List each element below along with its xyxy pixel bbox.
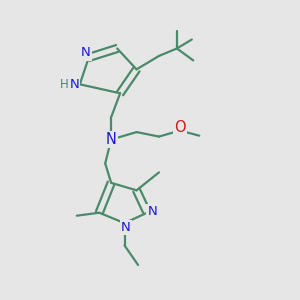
- Text: N: N: [121, 221, 131, 234]
- Text: O: O: [174, 119, 186, 134]
- Text: H: H: [60, 78, 69, 91]
- Text: N: N: [70, 78, 79, 91]
- Text: N: N: [81, 46, 91, 59]
- Text: N: N: [106, 132, 117, 147]
- Text: N: N: [148, 205, 157, 218]
